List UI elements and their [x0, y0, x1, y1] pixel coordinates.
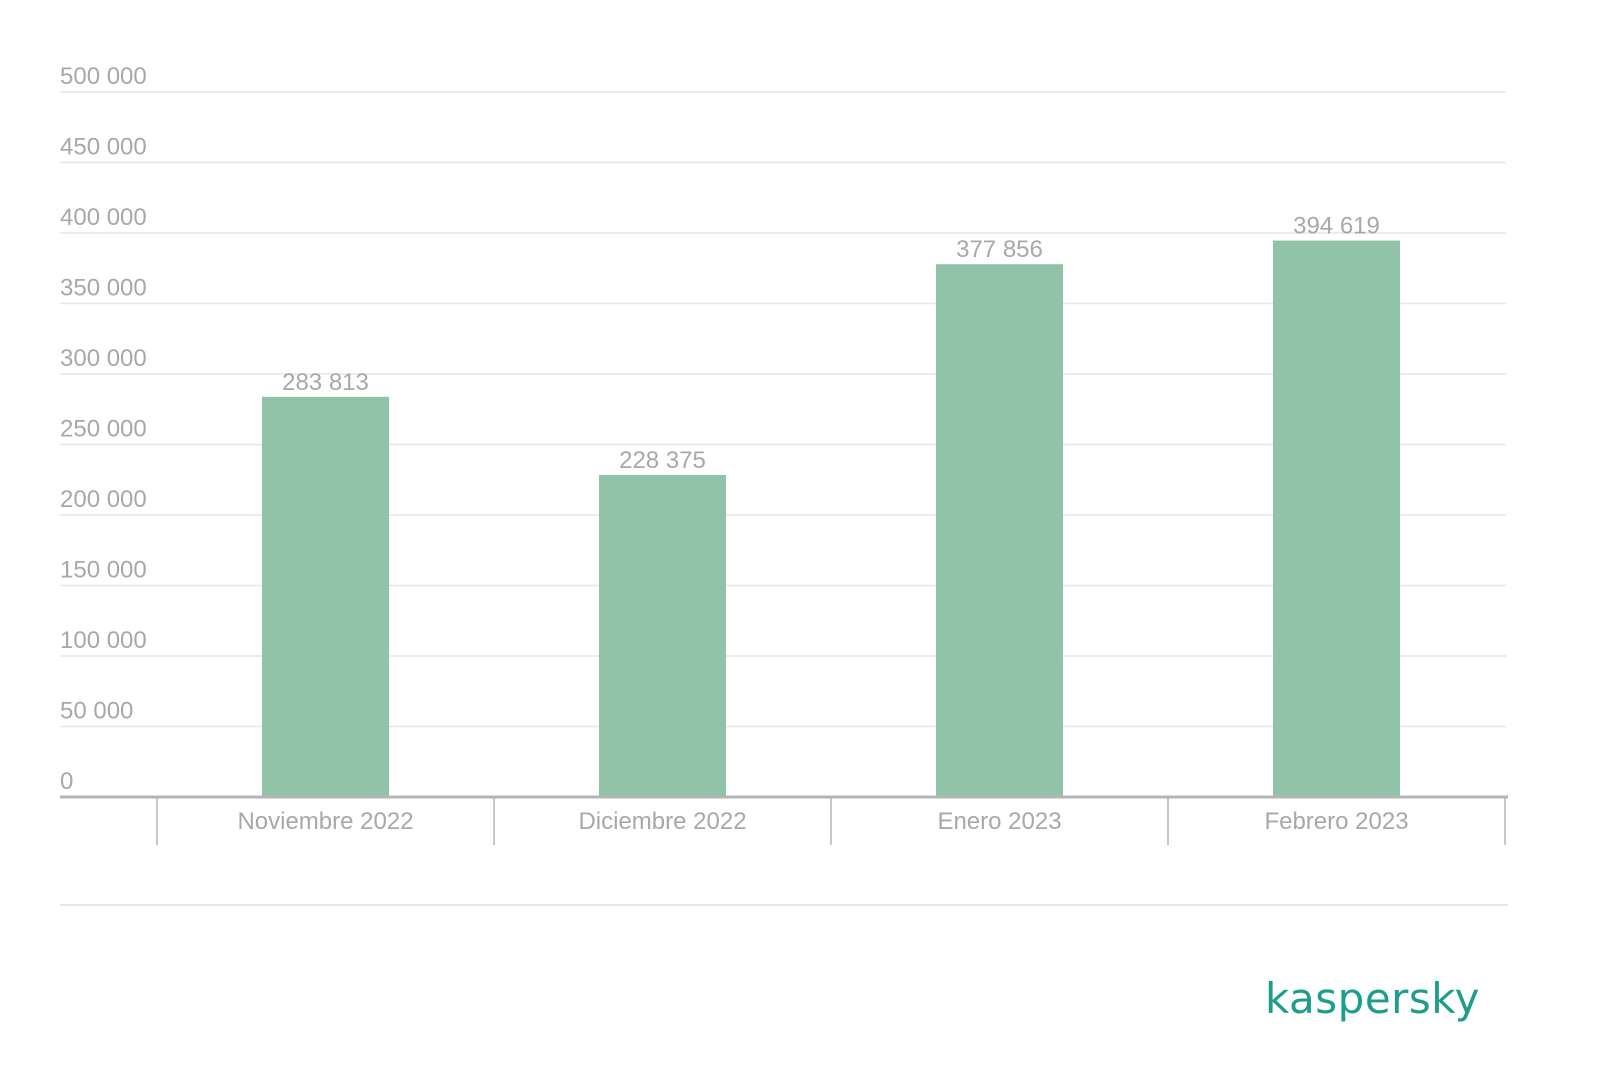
x-tick-label: Febrero 2023 [1264, 808, 1408, 835]
y-tick-label: 50 000 [60, 698, 133, 725]
y-axis-tick-labels: 0 50 000 100 000 150 000 200 000 250 000 300 0… [60, 63, 147, 795]
y-tick-label: 450 000 [60, 134, 147, 161]
bar-value-label: 228 375 [619, 447, 706, 474]
bar [599, 474, 726, 797]
y-tick-label: 150 000 [60, 557, 147, 584]
y-tick-label: 250 000 [60, 416, 147, 443]
x-axis [60, 795, 1508, 906]
y-tick-label: 200 000 [60, 486, 147, 513]
y-tick-label: 500 000 [60, 63, 147, 90]
y-tick-label: 350 000 [60, 275, 147, 302]
bar [262, 396, 389, 797]
bar-value-label: 283 813 [282, 369, 369, 396]
bar-value-label: 377 856 [956, 236, 1043, 263]
data-labels: 283 813 228 375 377 856 394 619 [282, 213, 1380, 474]
x-tick-label: Enero 2023 [937, 808, 1061, 835]
x-tick-label: Diciembre 2022 [578, 808, 746, 835]
y-tick-label: 300 000 [60, 345, 147, 372]
bar [936, 264, 1063, 798]
kaspersky-logo: kaspersky [1264, 974, 1480, 1023]
bar-value-label: 394 619 [1293, 213, 1380, 240]
y-tick-label: 0 [60, 768, 73, 795]
y-tick-label: 400 000 [60, 204, 147, 231]
bars [262, 240, 1400, 798]
y-tick-label: 100 000 [60, 627, 147, 654]
x-axis-tick-labels: Noviembre 2022 Diciembre 2022 Enero 2023 Fe… [237, 808, 1408, 835]
bar [1273, 240, 1400, 797]
x-tick-label: Noviembre 2022 [237, 808, 413, 835]
